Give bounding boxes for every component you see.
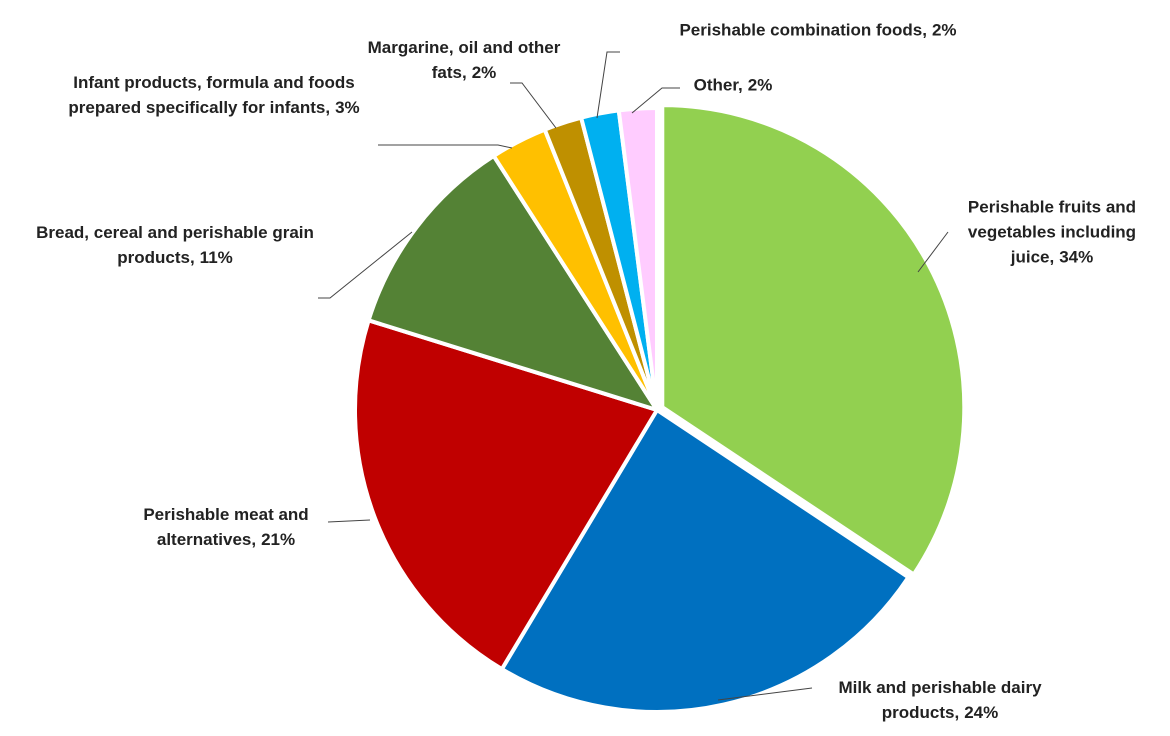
leader-line — [327, 519, 371, 523]
pie-slice — [366, 153, 659, 412]
slice-label: Infant products, formula and foods prepa… — [39, 70, 389, 120]
slice-label: Perishable combination foods, 2% — [648, 18, 988, 43]
leader-line — [318, 231, 413, 299]
slice-label: Other, 2% — [673, 73, 793, 98]
category-name: Perishable meat and alternatives, — [143, 505, 309, 549]
slice-label: Milk and perishable dairy products, 24% — [810, 675, 1070, 725]
leader-line — [510, 82, 557, 129]
value-label: 3% — [335, 98, 360, 117]
value-label: 34% — [1059, 247, 1094, 267]
leader-line — [917, 231, 949, 273]
pie-slice — [353, 318, 659, 672]
slice-label: Bread, cereal and perishable grain produ… — [10, 220, 340, 270]
value-label: 24% — [964, 703, 999, 722]
pie-slice — [660, 103, 967, 577]
category-name: Other, — [693, 75, 743, 95]
value-label: 2% — [747, 75, 773, 95]
value-label: 21% — [261, 530, 296, 549]
category-name: Perishable combination foods, — [679, 20, 927, 40]
category-name: Margarine, oil and other fats, — [367, 38, 561, 82]
value-label: 2% — [471, 63, 497, 82]
category-name: Milk and perishable dairy products, — [838, 678, 1042, 722]
leader-line — [631, 87, 680, 114]
leader-line — [717, 687, 813, 701]
category-name: Infant products, formula and foods prepa… — [68, 73, 355, 117]
category-name: Bread, cereal and perishable grain produ… — [36, 223, 314, 267]
leader-line — [596, 51, 620, 119]
value-label: 2% — [931, 20, 957, 40]
leader-line — [378, 144, 513, 149]
slice-label: Margarine, oil and other fats, 2% — [339, 35, 589, 85]
pie-slice — [499, 408, 911, 714]
slice-label: Perishable meat and alternatives, 21% — [121, 502, 331, 552]
value-label: 11% — [199, 248, 233, 267]
slice-label: Perishable fruits and vegetables includi… — [947, 195, 1157, 270]
category-name: Perishable fruits and vegetables includi… — [967, 197, 1137, 267]
